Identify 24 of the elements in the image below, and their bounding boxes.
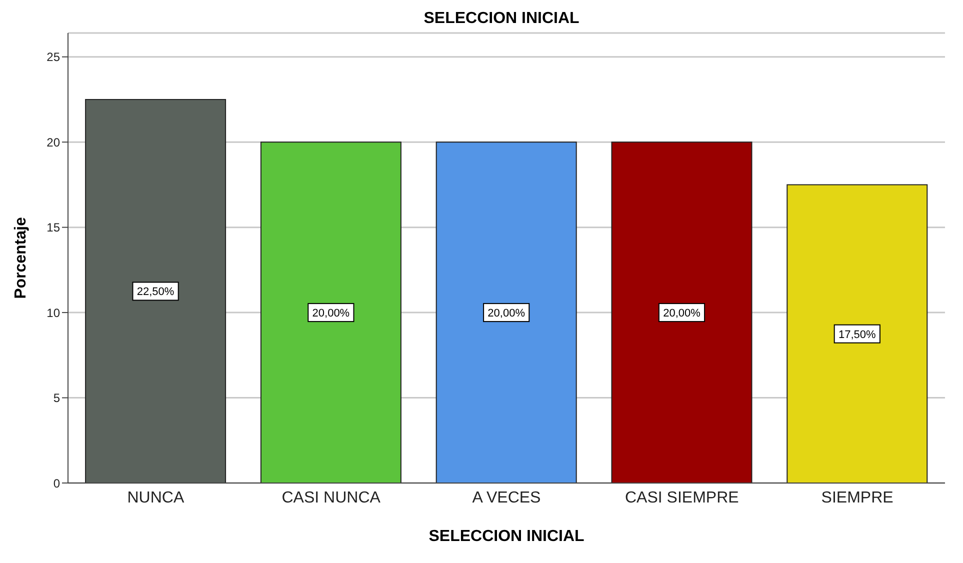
x-tick-label: CASI NUNCA — [282, 489, 381, 506]
y-tick-label: 10 — [46, 306, 60, 320]
bar — [260, 142, 402, 483]
bar — [436, 142, 577, 483]
data-label: 20,00% — [663, 308, 701, 320]
data-label: 20,00% — [312, 308, 350, 320]
chart-title: SELECCION INICIAL — [422, 9, 580, 29]
data-label: 20,00% — [488, 308, 526, 320]
x-tick-label: CASI SIEMPRE — [624, 489, 739, 506]
x-tick-label: NUNCA — [127, 489, 184, 506]
data-label: 22,50% — [136, 286, 174, 298]
x-tick-label: A VECES — [472, 489, 541, 506]
y-tick-label: 20 — [46, 135, 60, 150]
y-tick-label: 25 — [46, 50, 60, 64]
y-axis-title: Porcentaje — [12, 216, 30, 299]
data-label: 17,50% — [838, 328, 876, 341]
y-tick-label: 5 — [53, 391, 60, 406]
y-tick-label: 15 — [46, 220, 60, 235]
x-tick-label: SIEMPRE — [821, 489, 894, 506]
y-tick-label: 0 — [53, 476, 60, 490]
bar — [85, 98, 226, 483]
bar — [611, 142, 752, 483]
bar — [786, 184, 928, 483]
x-axis-title: SELECCION INICIAL — [428, 528, 585, 545]
